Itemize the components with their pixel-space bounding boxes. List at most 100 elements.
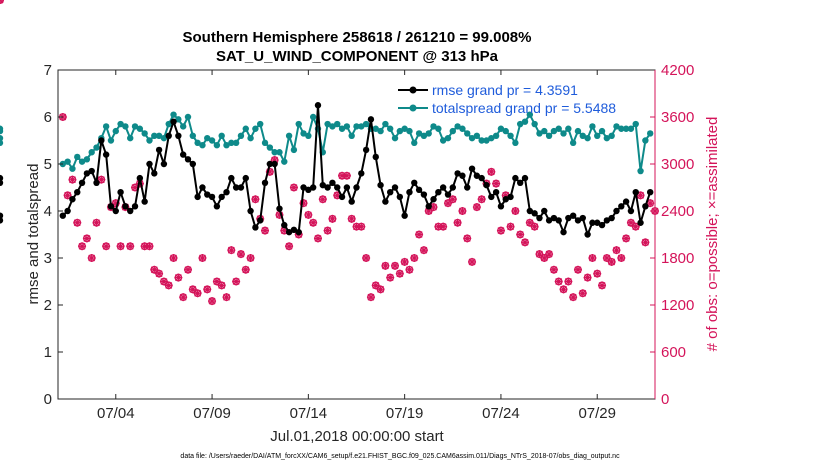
obs-point — [232, 277, 241, 286]
rmse-point — [444, 191, 452, 198]
rmse-point — [521, 174, 529, 182]
spread-point — [603, 134, 611, 142]
rmse-point — [160, 160, 168, 168]
obs-point — [155, 269, 164, 278]
obs-marker-cross — [472, 203, 481, 212]
obs-point — [188, 285, 197, 294]
x-tick-label: 07/19 — [386, 405, 424, 422]
y2-tick-label: 1200 — [661, 297, 694, 314]
rmse-point — [334, 184, 341, 191]
spread-point — [324, 120, 331, 128]
rmse-point — [146, 160, 153, 168]
spread-point — [271, 149, 278, 156]
spread-point — [516, 120, 524, 128]
spread-point — [579, 132, 586, 139]
obs-point — [328, 214, 337, 223]
obs-point — [400, 257, 409, 266]
rmse-point — [131, 203, 139, 210]
rmse-point — [324, 184, 331, 191]
obs-point — [391, 261, 400, 270]
obs-point — [598, 281, 607, 290]
rmse-point — [0, 174, 4, 182]
rmse-point — [199, 184, 206, 191]
rmse-point — [107, 203, 115, 210]
obs-marker-cross — [140, 242, 149, 251]
obs-marker-cross — [626, 218, 635, 227]
obs-marker-cross — [400, 257, 409, 266]
spread-point — [646, 130, 654, 137]
rmse-point — [74, 189, 81, 196]
spread-point — [261, 139, 269, 147]
obs-marker-cross — [261, 226, 270, 235]
obs-point — [208, 297, 217, 306]
obs-point — [554, 277, 563, 286]
y-tick-label: 4 — [44, 203, 52, 220]
spread-point — [468, 134, 476, 142]
rmse-point — [237, 184, 245, 191]
obs-point — [636, 191, 645, 200]
obs-marker-cross — [381, 261, 390, 270]
x-tick-label: 07/29 — [578, 405, 616, 422]
obs-point — [169, 254, 178, 262]
spread-point — [204, 134, 211, 142]
rmse-point — [492, 189, 500, 196]
rmse-point — [184, 156, 192, 163]
obs-marker-cross — [313, 234, 322, 243]
obs-marker-cross — [236, 250, 245, 259]
obs-marker-cross — [458, 207, 467, 215]
obs-marker-cross — [376, 285, 385, 294]
rmse-point — [223, 189, 230, 196]
spread-point — [146, 137, 153, 144]
obs-point — [530, 222, 539, 231]
obs-marker-cross — [448, 195, 457, 204]
rmse-point — [425, 203, 432, 210]
obs-marker-cross — [362, 254, 371, 262]
rmse-point — [531, 210, 538, 217]
rmse-point — [155, 146, 163, 154]
y2-tick-label: 2400 — [661, 203, 694, 220]
obs-marker-cross — [511, 207, 520, 215]
obs-marker-cross — [487, 167, 496, 176]
y2-tick-label: 1800 — [661, 250, 694, 267]
rmse-point — [122, 203, 129, 210]
spread-point — [102, 123, 110, 130]
obs-point — [453, 218, 462, 227]
spread-point — [93, 144, 100, 151]
rmse-point — [276, 205, 283, 212]
obs-point — [525, 218, 534, 227]
spread-point — [170, 111, 177, 118]
spread-point — [184, 113, 192, 121]
spread-point — [565, 125, 572, 132]
spread-point — [189, 132, 197, 139]
rmse-point — [579, 214, 586, 222]
obs-marker-cross — [102, 242, 111, 251]
obs-marker-cross — [395, 269, 404, 278]
obs-marker-cross — [391, 261, 400, 270]
rmse-point — [372, 153, 379, 161]
spread-point — [594, 132, 601, 139]
obs-marker-cross — [179, 293, 188, 302]
obs-point — [602, 254, 611, 262]
spread-point — [425, 130, 432, 137]
obs-marker-cross — [419, 246, 428, 255]
obs-point — [174, 273, 183, 282]
obs-marker-cross — [318, 195, 327, 204]
obs-marker-cross — [583, 273, 592, 282]
obs-point — [516, 230, 525, 239]
rmse-point — [213, 203, 221, 210]
rmse-point — [242, 174, 249, 182]
obs-point — [347, 214, 356, 223]
spread-point — [420, 132, 428, 139]
rmse-point — [382, 198, 389, 205]
obs-marker-cross — [92, 218, 101, 227]
y-tick-label: 5 — [44, 156, 52, 173]
obs-marker-cross — [150, 265, 159, 274]
rmse-point — [93, 179, 100, 186]
obs-marker-cross — [564, 277, 573, 286]
spread-point — [439, 137, 447, 144]
spread-point — [107, 137, 115, 144]
rmse-point — [69, 196, 76, 203]
rmse-point — [127, 207, 134, 215]
obs-point — [578, 289, 587, 298]
